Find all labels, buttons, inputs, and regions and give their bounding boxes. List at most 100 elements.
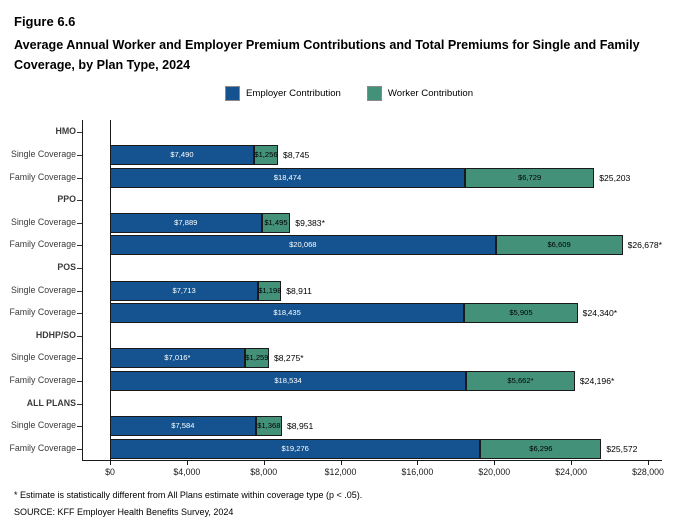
- employer-value-label: $18,534: [274, 375, 302, 385]
- bar-segment-worker: [244, 348, 269, 369]
- y-tick: [77, 154, 82, 156]
- total-value-label: $25,203: [599, 172, 631, 183]
- employer-value-label: $7,889: [174, 217, 198, 227]
- chart-title: Average Annual Worker and Employer Premi…: [14, 38, 640, 72]
- plan-type-label: PPO: [57, 194, 76, 205]
- x-tick-label: $8,000: [250, 467, 278, 477]
- coverage-row-label: Single Coverage: [10, 216, 76, 227]
- bar-segment-worker: [464, 167, 595, 188]
- employer-value-label: $20,068: [289, 240, 317, 250]
- worker-value-label: $5,662*: [507, 375, 534, 385]
- employer-swatch-icon: [224, 86, 240, 101]
- coverage-row-label: Single Coverage: [10, 352, 76, 363]
- coverage-row-label: Family Coverage: [9, 239, 77, 250]
- total-value-label: $8,911: [286, 285, 312, 296]
- plan-type-label: ALL PLANS: [26, 397, 76, 408]
- total-value-label: $9,383*: [295, 217, 325, 228]
- coverage-row-label: Family Coverage: [9, 442, 77, 453]
- x-tick-label: $4,000: [173, 467, 201, 477]
- bar-segment-employer: [110, 212, 262, 233]
- x-tick: [417, 461, 419, 465]
- bar-segment-employer: [110, 167, 465, 188]
- bar-segment-employer: [110, 370, 467, 391]
- worker-value-label: $6,609: [547, 240, 571, 250]
- y-tick: [77, 177, 82, 179]
- bar-segment-employer: [110, 348, 245, 369]
- employer-value-label: $7,713: [172, 285, 196, 295]
- worker-value-label: $5,905: [509, 308, 533, 318]
- x-tick: [648, 461, 649, 465]
- y-axis-line: [82, 120, 83, 460]
- employer-value-label: $18,474: [273, 172, 302, 182]
- total-value-label: $8,951: [287, 421, 314, 432]
- y-tick: [77, 313, 82, 315]
- y-tick: [77, 200, 82, 202]
- y-tick: [77, 267, 82, 269]
- total-value-label: $24,196*: [579, 375, 615, 386]
- worker-value-label: $1,256: [254, 149, 278, 159]
- y-tick: [77, 358, 82, 360]
- bar-segment-worker: [261, 212, 291, 233]
- footnote: * Estimate is statistically different fr…: [14, 490, 363, 500]
- x-tick: [186, 461, 188, 465]
- total-value-label: $8,275*: [273, 353, 304, 364]
- legend-item-worker: Worker Contribution: [366, 86, 474, 101]
- worker-value-label: $1,495: [264, 217, 288, 227]
- x-tick-label: $0: [105, 467, 115, 477]
- bar-segment-worker: [466, 370, 575, 391]
- coverage-row-label: Family Coverage: [9, 171, 77, 182]
- coverage-row-label: Single Coverage: [10, 420, 76, 431]
- x-tick-label: $24,000: [555, 467, 588, 477]
- y-tick: [77, 380, 82, 382]
- x-tick: [340, 461, 342, 465]
- bar-segment-employer: [110, 416, 256, 437]
- x-tick-label: $28,000: [632, 467, 664, 477]
- employer-value-label: $18,435: [273, 308, 301, 318]
- x-tick: [571, 461, 573, 465]
- x-axis-line: [82, 460, 662, 461]
- y-tick: [77, 132, 82, 134]
- chart-legend: Employer Contribution Worker Contributio…: [0, 86, 698, 101]
- x-tick: [494, 461, 496, 465]
- x-tick-label: $16,000: [401, 467, 434, 477]
- y-tick: [77, 222, 82, 224]
- plan-type-label: HDHP/SO: [35, 329, 76, 340]
- y-tick: [77, 448, 82, 450]
- x-tick-label: $12,000: [324, 467, 357, 477]
- bar-segment-worker: [258, 280, 282, 301]
- source-line: SOURCE: KFF Employer Health Benefits Sur…: [14, 507, 234, 517]
- worker-swatch-icon: [366, 86, 382, 101]
- employer-value-label: $19,276: [281, 443, 309, 453]
- coverage-row-label: Single Coverage: [10, 148, 76, 159]
- employer-value-label: $7,490: [170, 149, 194, 159]
- coverage-row-label: Single Coverage: [10, 284, 76, 295]
- legend-label-employer: Employer Contribution: [245, 88, 341, 99]
- x-tick: [263, 461, 265, 465]
- legend-label-worker: Worker Contribution: [387, 88, 474, 99]
- employer-value-label: $7,016*: [164, 353, 191, 363]
- bar-segment-worker: [480, 438, 602, 459]
- plan-type-label: HMO: [55, 126, 76, 137]
- bar-segment-worker: [253, 144, 279, 165]
- x-tick: [110, 461, 111, 465]
- y-tick: [77, 245, 82, 247]
- plan-type-label: POS: [57, 261, 76, 272]
- y-tick: [77, 426, 82, 428]
- x-tick-label: $20,000: [478, 467, 511, 477]
- bar-segment-employer: [110, 303, 465, 324]
- worker-value-label: $1,198: [258, 285, 282, 295]
- worker-value-label: $1,368: [257, 421, 281, 431]
- worker-value-label: $1,259: [245, 353, 269, 363]
- total-value-label: $8,745: [283, 149, 310, 160]
- bar-segment-worker: [464, 303, 578, 324]
- bar-segment-worker: [495, 235, 623, 256]
- bar-segment-employer: [110, 144, 254, 165]
- coverage-row-label: Family Coverage: [9, 374, 77, 385]
- y-tick: [77, 335, 82, 337]
- total-value-label: $25,572: [606, 443, 638, 454]
- bar-segment-employer: [110, 280, 259, 301]
- bar-segment-worker: [255, 416, 282, 437]
- coverage-row-label: Family Coverage: [9, 307, 77, 318]
- employer-value-label: $7,584: [171, 421, 195, 431]
